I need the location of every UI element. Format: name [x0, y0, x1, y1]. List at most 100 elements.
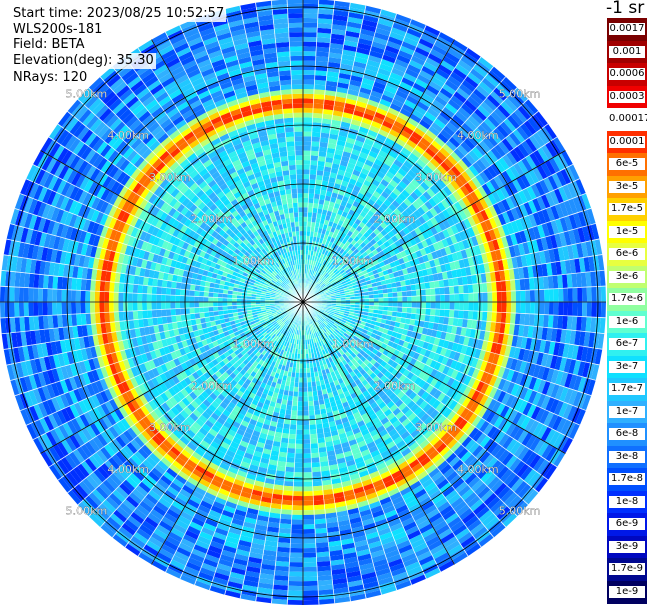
beta-range-gate	[472, 283, 478, 293]
beta-range-gate	[597, 333, 605, 349]
beta-range-gate	[325, 318, 330, 323]
beta-range-gate	[483, 423, 494, 436]
beta-range-gate	[303, 590, 319, 596]
beta-range-gate	[454, 416, 464, 427]
beta-range-gate	[583, 256, 591, 272]
beta-range-gate	[528, 227, 537, 241]
beta-range-gate	[397, 307, 403, 313]
beta-range-gate	[279, 528, 292, 534]
beta-range-gate	[393, 349, 400, 357]
beta-range-gate	[418, 224, 426, 234]
beta-range-gate	[382, 288, 388, 294]
beta-range-gate	[330, 307, 336, 311]
beta-range-gate	[327, 181, 335, 188]
beta-range-gate	[484, 384, 494, 397]
beta-range-gate	[567, 344, 575, 359]
beta-range-gate	[331, 192, 338, 199]
beta-range-gate	[445, 358, 454, 368]
beta-range-gate	[324, 161, 333, 168]
beta-range-gate	[316, 257, 320, 263]
beta-range-gate	[319, 248, 324, 254]
beta-range-gate	[359, 33, 374, 42]
beta-range-gate	[405, 207, 414, 216]
beta-range-gate	[528, 390, 538, 404]
beta-range-gate	[358, 343, 365, 350]
beta-range-gate	[372, 313, 378, 318]
beta-range-gate	[470, 112, 484, 125]
beta-range-gate	[447, 341, 454, 350]
beta-range-gate	[303, 505, 314, 511]
beta-range-gate	[377, 289, 383, 294]
beta-range-gate	[364, 254, 371, 261]
beta-range-gate	[391, 342, 399, 350]
beta-range-gate	[529, 277, 535, 290]
beta-range-gate	[473, 403, 484, 416]
beta-range-gate	[449, 302, 455, 310]
beta-range-gate	[550, 220, 559, 235]
beta-range-gate	[541, 381, 551, 395]
beta-range-gate	[293, 386, 299, 392]
beta-range-gate	[342, 273, 349, 279]
beta-range-gate	[420, 168, 430, 178]
beta-range-gate	[550, 355, 558, 369]
beta-range-gate	[303, 562, 317, 568]
beta-range-gate	[555, 328, 562, 343]
beta-range-gate	[446, 182, 456, 194]
beta-range-gate	[287, 448, 296, 454]
beta-range-gate	[437, 91, 451, 103]
beta-range-gate	[467, 72, 482, 85]
beta-range-gate	[482, 137, 495, 150]
beta-range-gate	[399, 45, 415, 56]
beta-range-gate	[505, 234, 514, 247]
beta-range-gate	[558, 288, 564, 302]
beta-range-gate	[429, 157, 440, 168]
beta-range-gate	[317, 160, 325, 167]
beta-range-gate	[394, 321, 401, 328]
beta-range-gate	[311, 212, 317, 218]
beta-range-gate	[303, 443, 311, 449]
beta-range-gate	[450, 359, 458, 370]
beta-range-gate	[421, 355, 429, 365]
beta-range-gate	[505, 394, 515, 407]
beta-range-gate	[402, 226, 411, 235]
beta-range-gate	[476, 223, 485, 234]
beta-range-gate	[430, 226, 438, 236]
beta-range-gate	[328, 278, 334, 283]
beta-range-gate	[345, 330, 351, 336]
beta-range-gate	[330, 259, 336, 266]
beta-range-gate	[352, 169, 361, 177]
beta-range-gate	[434, 370, 443, 380]
beta-range-gate	[359, 87, 372, 95]
beta-range-gate	[568, 229, 577, 245]
beta-range-gate	[499, 186, 510, 199]
beta-range-gate	[353, 61, 367, 69]
beta-range-gate	[474, 329, 481, 340]
beta-range-gate	[459, 293, 464, 302]
beta-range-gate	[413, 257, 420, 266]
beta-range-gate	[352, 254, 359, 261]
beta-range-gate	[571, 243, 579, 259]
beta-range-gate	[520, 290, 526, 302]
beta-range-gate	[330, 196, 337, 203]
beta-range-gate	[425, 237, 433, 246]
beta-range-gate	[314, 290, 319, 295]
beta-range-gate	[359, 248, 366, 255]
beta-range-gate	[444, 262, 452, 272]
beta-range-gate	[334, 263, 340, 269]
beta-range-gate	[475, 60, 491, 74]
beta-range-gate	[568, 198, 578, 214]
beta-range-gate	[404, 318, 411, 325]
beta-range-gate	[355, 100, 368, 109]
beta-range-gate	[494, 322, 501, 333]
beta-range-gate	[553, 137, 566, 153]
beta-range-gate	[550, 383, 560, 399]
beta-range-gate	[472, 88, 487, 102]
beta-range-gate	[303, 174, 310, 180]
beta-range-gate	[303, 434, 311, 440]
beta-range-gate	[406, 28, 422, 38]
beta-range-gate	[291, 519, 303, 525]
beta-range-gate	[420, 181, 430, 191]
beta-range-gate	[495, 343, 503, 355]
beta-range-gate	[425, 57, 440, 69]
beta-range-gate	[381, 94, 394, 103]
